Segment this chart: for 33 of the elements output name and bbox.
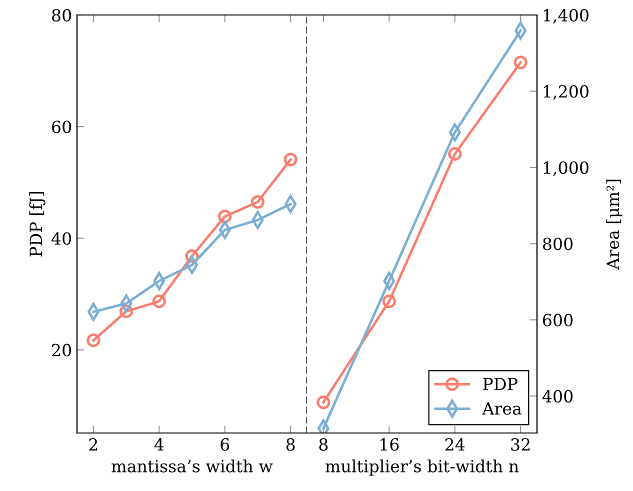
point [250, 195, 265, 209]
x-tick-label: 6 [220, 438, 230, 451]
point [448, 147, 462, 161]
y2-tick-label: 600 [542, 314, 573, 326]
point [316, 396, 330, 410]
legend-label: Area [482, 402, 522, 415]
y2-tick-label: 400 [542, 390, 573, 403]
y2-tick-label: 1,200 [544, 85, 588, 100]
point [86, 334, 100, 348]
y-tick-label: 60 [52, 120, 72, 134]
point [284, 152, 298, 166]
point [218, 210, 232, 224]
x-tick-label: 4 [154, 438, 164, 451]
legend-label: PDP [483, 378, 518, 390]
x-axis-title: mantissa’s width w [112, 460, 273, 472]
x-tick-label: 2 [89, 438, 98, 451]
x-tick-label: 16 [380, 438, 399, 451]
y2-tick-label: 800 [542, 238, 573, 250]
point [382, 294, 396, 308]
x-tick-label: 8 [286, 438, 295, 451]
x-tick-label: 32 [511, 438, 530, 451]
x-axis-title: multiplier’s bit-width n [325, 460, 519, 476]
point [514, 56, 528, 70]
y-tick-label: 40 [51, 232, 72, 245]
point [152, 294, 166, 308]
y-axis-title: PDP [fJ] [29, 192, 46, 257]
x-tick-label: 24 [445, 438, 465, 451]
x-tick-label: 8 [319, 438, 328, 451]
y2-tick-label: 1,400 [544, 8, 588, 24]
y-tick-label: 80 [52, 8, 72, 22]
y2-axis-title: Area [μm²] [606, 180, 622, 270]
y2-tick-label: 1,000 [544, 161, 588, 176]
y-tick-label: 20 [52, 344, 72, 356]
